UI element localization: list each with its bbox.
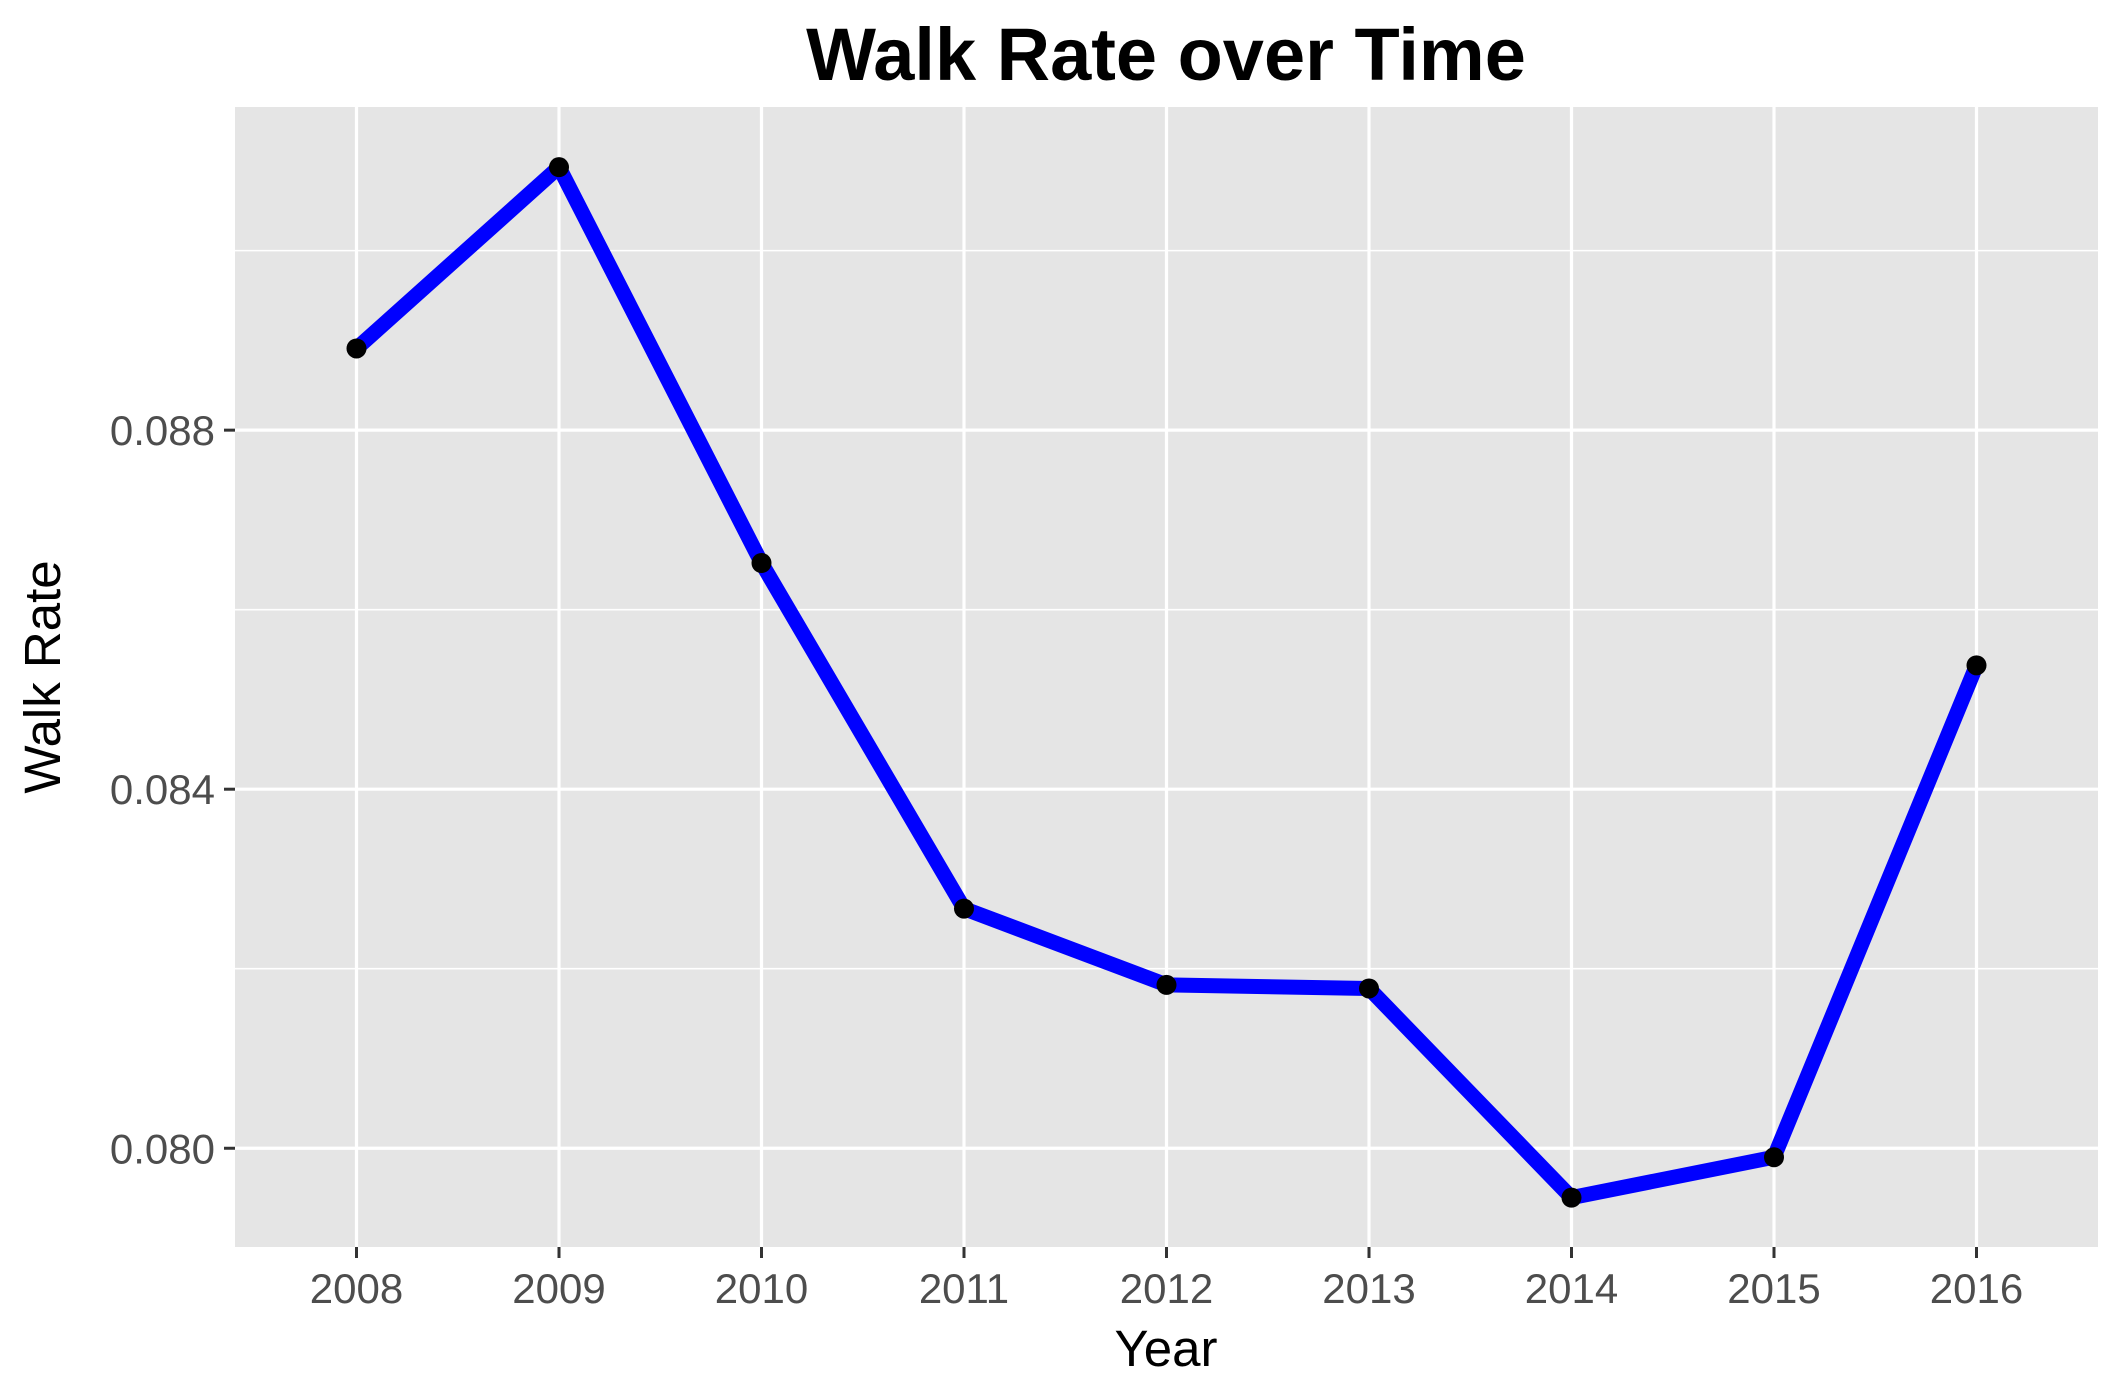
data-point [954,898,974,919]
chart-title: Walk Rate over Time [806,13,1526,96]
data-point [1156,974,1177,995]
data-point [1764,1147,1784,1168]
x-tick-label: 2008 [310,1265,403,1312]
x-tick-label: 2015 [1727,1265,1820,1312]
x-tick-label: 2010 [715,1265,808,1312]
y-tick-label: 0.088 [110,407,215,454]
x-axis-title: Year [1114,1320,1217,1377]
y-axis-title: Walk Rate [14,560,71,793]
x-tick-label: 2016 [1930,1265,2023,1312]
y-tick-label: 0.084 [110,766,215,813]
data-point [346,338,367,359]
data-point [1561,1187,1582,1208]
x-tick-label: 2013 [1322,1265,1415,1312]
y-tick-label: 0.080 [110,1125,215,1172]
x-tick-label: 2011 [919,1265,1009,1312]
x-tick-label: 2009 [512,1265,605,1312]
data-point [1359,978,1379,999]
x-tick-label: 2014 [1525,1265,1618,1312]
data-point [751,553,772,573]
data-points [346,157,1987,1208]
data-point [549,157,569,178]
tick-labels: 0.080 0.084 0.088 2008 2009 2010 2011 2012 2013 2… [110,407,2023,1312]
x-tick-label: 2012 [1120,1265,1213,1312]
axis-ticks [224,428,1978,1258]
data-point [1966,655,1987,676]
